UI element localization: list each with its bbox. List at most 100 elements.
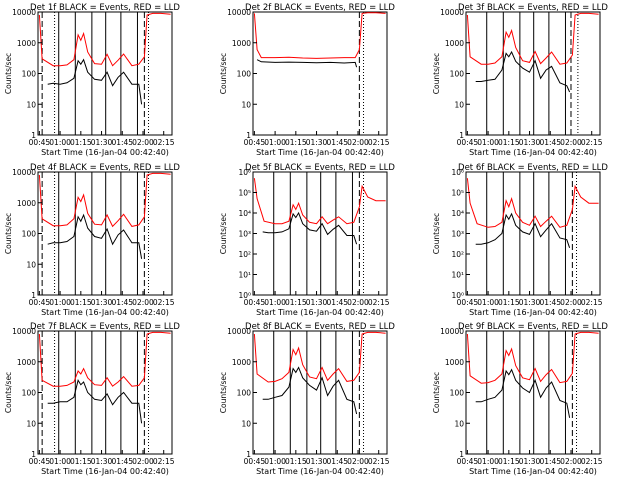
chart-title: Det 3f BLACK = Events, RED = LLD xyxy=(458,3,608,13)
x-tick-label: 01:15 xyxy=(285,457,307,466)
x-tick-label: 01:45 xyxy=(326,138,348,147)
y-tick-label: 1 xyxy=(31,131,36,140)
y-tick-label: 10¹ xyxy=(238,271,251,280)
x-tick-label: 02:00 xyxy=(560,138,582,147)
series-line-events xyxy=(475,50,571,93)
y-tick-label: 10⁶ xyxy=(238,168,251,177)
chart-panel-7: 1 10 100 1000 10000 00:45 01:00 01:15 01:30 01:45… xyxy=(4,322,180,476)
chart-panel-3: 1 10 100 1000 10000 00:45 01:00 01:15 01:30 01:45… xyxy=(432,3,608,157)
x-tick-label: 01:30 xyxy=(519,298,541,307)
plot-frame xyxy=(465,330,601,455)
x-tick-label: 01:15 xyxy=(70,298,92,307)
y-tick-label: 10 xyxy=(26,419,36,428)
x-tick-label: 01:00 xyxy=(477,298,499,307)
series-line-lld xyxy=(38,12,171,67)
x-tick-label: 01:45 xyxy=(111,298,133,307)
plot-frame xyxy=(252,11,388,136)
x-tick-label: 01:15 xyxy=(498,138,520,147)
chart-panel-2: 1 10 100 1000 10000 00:45 01:00 01:15 01:30 01:45… xyxy=(219,3,395,157)
x-tick-label: 02:15 xyxy=(368,298,390,307)
y-tick-label: 1000 xyxy=(17,39,36,48)
y-axis-label: Counts/sec xyxy=(219,372,228,413)
x-tick-label: 00:45 xyxy=(29,457,51,466)
chart-title: Det 9f BLACK = Events, RED = LLD xyxy=(458,322,608,332)
y-tick-label: 10⁴ xyxy=(238,209,251,218)
y-tick-label: 1 xyxy=(459,131,464,140)
chart-panel-4: 1 10 100 1000 10000 00:45 01:00 01:15 01:30 01:45… xyxy=(4,163,180,317)
y-tick-label: 10 xyxy=(26,260,36,269)
x-tick-label: 02:00 xyxy=(132,298,154,307)
chart-title: Det 6f BLACK = Events, RED = LLD xyxy=(458,163,608,173)
x-tick-label: 00:45 xyxy=(457,457,479,466)
x-tick-label: 00:45 xyxy=(244,457,266,466)
x-axis-label: Start Time (16-Jan-04 00:42:40) xyxy=(41,308,169,317)
y-tick-label: 1000 xyxy=(17,199,36,208)
x-tick-label: 01:00 xyxy=(264,457,286,466)
y-tick-label: 10 xyxy=(241,100,251,109)
y-tick-label: 10⁵ xyxy=(238,189,251,198)
chart-panel-5: 10⁰ 10¹ 10² 10³ 10⁴ 10⁵ 10⁶ 00:45 01:00 01:15 01:3… xyxy=(219,163,395,317)
y-tick-label: 10³ xyxy=(238,230,251,239)
x-axis-label: Start Time (16-Jan-04 00:42:40) xyxy=(41,467,169,476)
x-tick-label: 01:15 xyxy=(70,138,92,147)
x-tick-label: 01:45 xyxy=(539,298,561,307)
series-line-events xyxy=(47,58,143,105)
plot-frame xyxy=(37,11,173,136)
chart-panel-1: 1 10 100 1000 10000 00:45 01:00 01:15 01:30 01:45… xyxy=(4,3,180,157)
y-tick-label: 10² xyxy=(238,250,251,259)
x-tick-label: 01:30 xyxy=(91,298,113,307)
x-tick-label: 01:30 xyxy=(306,138,328,147)
series-line-lld xyxy=(466,12,599,65)
y-tick-label: 10 xyxy=(454,419,464,428)
x-axis-label: Start Time (16-Jan-04 00:42:40) xyxy=(469,148,597,157)
series-line-events xyxy=(262,211,358,245)
y-tick-label: 10¹ xyxy=(451,271,464,280)
y-tick-label: 10² xyxy=(451,250,464,259)
y-tick-label: 1000 xyxy=(232,358,251,367)
y-tick-label: 1000 xyxy=(445,358,464,367)
y-tick-label: 100 xyxy=(450,389,465,398)
x-tick-label: 00:45 xyxy=(244,138,266,147)
series-line-lld xyxy=(38,331,171,387)
x-tick-label: 01:45 xyxy=(326,298,348,307)
plot-frame xyxy=(37,171,173,296)
chart-title: Det 7f BLACK = Events, RED = LLD xyxy=(30,322,180,332)
y-tick-label: 100 xyxy=(450,70,465,79)
y-tick-label: 1 xyxy=(31,291,36,300)
y-tick-label: 10⁰ xyxy=(238,291,251,300)
x-tick-label: 02:15 xyxy=(153,138,175,147)
x-tick-label: 02:00 xyxy=(347,138,369,147)
x-tick-label: 01:00 xyxy=(477,138,499,147)
y-tick-label: 10³ xyxy=(451,230,464,239)
x-tick-label: 00:45 xyxy=(457,138,479,147)
x-tick-label: 01:15 xyxy=(70,457,92,466)
x-tick-label: 00:45 xyxy=(244,298,266,307)
y-tick-label: 10 xyxy=(241,419,251,428)
y-tick-label: 100 xyxy=(22,389,37,398)
y-axis-label: Counts/sec xyxy=(219,53,228,94)
x-tick-label: 00:45 xyxy=(29,298,51,307)
x-tick-label: 02:00 xyxy=(347,298,369,307)
y-tick-label: 1 xyxy=(31,450,36,459)
chart-panel-6: 10⁰ 10¹ 10² 10³ 10⁴ 10⁵ 10⁶ 00:45 01:00 01:15 01:3… xyxy=(432,163,608,317)
x-tick-label: 02:15 xyxy=(581,457,603,466)
y-tick-label: 1 xyxy=(459,450,464,459)
x-tick-label: 01:30 xyxy=(306,457,328,466)
x-tick-label: 01:30 xyxy=(519,457,541,466)
x-tick-label: 01:45 xyxy=(111,138,133,147)
y-tick-label: 1000 xyxy=(445,39,464,48)
chart-panel-9: 1 10 100 1000 10000 00:45 01:00 01:15 01:30 01:45… xyxy=(432,322,608,476)
series-line-lld xyxy=(466,178,599,228)
y-tick-label: 10000 xyxy=(12,327,36,336)
series-line-lld xyxy=(253,178,386,225)
x-tick-label: 01:00 xyxy=(49,457,71,466)
series-line-lld xyxy=(38,172,171,228)
x-tick-label: 01:30 xyxy=(306,298,328,307)
series-line-events xyxy=(262,366,358,415)
chart-title: Det 4f BLACK = Events, RED = LLD xyxy=(30,163,180,173)
y-tick-label: 10⁴ xyxy=(451,209,464,218)
y-tick-label: 10000 xyxy=(440,8,464,17)
plot-frame xyxy=(252,330,388,455)
y-tick-label: 10⁵ xyxy=(451,189,464,198)
x-tick-label: 02:00 xyxy=(132,457,154,466)
